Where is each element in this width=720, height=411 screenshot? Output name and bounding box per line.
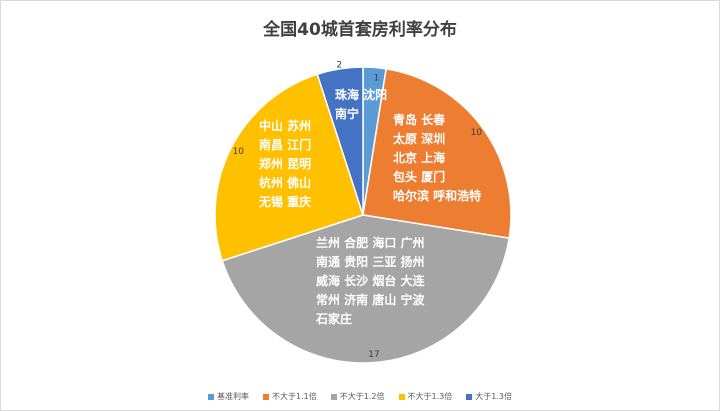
- legend-item: 不大于1.1倍: [263, 391, 317, 402]
- slice-city-label: 北京 上海: [393, 150, 445, 165]
- slice-city-label: 珠海 沈阳: [335, 87, 387, 102]
- slice-value-label: 17: [368, 350, 379, 360]
- legend-label: 不大于1.2倍: [339, 392, 385, 401]
- slice-city-label: 石家庄: [315, 311, 352, 326]
- slice-city-label: 南昌 江门: [259, 137, 311, 152]
- chart-title: 全国40城首套房利率分布: [263, 20, 457, 40]
- slice-city-label: 兰州 合肥 海口 广州: [316, 235, 425, 250]
- legend-swatch: [208, 393, 215, 400]
- legend-swatch: [398, 393, 405, 400]
- slice-city-label: 哈尔滨 呼和浩特: [393, 188, 481, 203]
- legend-label: 不大于1.1倍: [272, 392, 317, 401]
- slice-city-label: 青岛 长春: [393, 112, 446, 127]
- pie-slice: [221, 214, 511, 364]
- legend-item: 大于1.3倍: [466, 391, 512, 402]
- slice-city-label: 常州 济南 唐山 宁波: [316, 292, 426, 307]
- slice-city-label: 威海 长沙 烟台 大连: [316, 273, 426, 288]
- chart-legend: 基准利率 不大于1.1倍 不大于1.2倍 不大于1.3倍 大于1.3倍: [1, 391, 719, 402]
- pie-slice: [362, 67, 512, 240]
- slice-city-label: 无锡 重庆: [258, 194, 311, 209]
- legend-label: 大于1.3倍: [475, 392, 512, 401]
- slice-city-label: 包头 厦门: [392, 169, 445, 184]
- slice-city-label: 太原 深圳: [393, 131, 445, 146]
- pie-slice: [214, 73, 364, 262]
- slice-city-label: 南通 贵阳 三亚 扬州: [316, 254, 425, 269]
- legend-swatch: [330, 393, 337, 400]
- legend-item: 不大于1.3倍: [398, 391, 453, 402]
- slice-city-label: 杭州 佛山: [259, 175, 311, 190]
- slice-city-label: 中山 苏州: [259, 118, 311, 133]
- legend-label: 不大于1.3倍: [407, 392, 453, 401]
- legend-swatch: [466, 393, 473, 400]
- slice-city-label: 南宁: [335, 106, 359, 121]
- legend-label: 基准利率: [217, 392, 250, 401]
- legend-item: 不大于1.2倍: [330, 391, 385, 402]
- slice-value-label: 2: [336, 60, 342, 70]
- legend-item: 基准利率: [208, 391, 249, 402]
- slice-value-label: 10: [471, 128, 483, 138]
- legend-swatch: [263, 393, 270, 400]
- pie-slice: [316, 66, 364, 216]
- slice-value-label: 1: [374, 74, 380, 84]
- slice-value-label: 10: [233, 147, 245, 157]
- slice-city-label: 郑州 昆明: [259, 156, 311, 171]
